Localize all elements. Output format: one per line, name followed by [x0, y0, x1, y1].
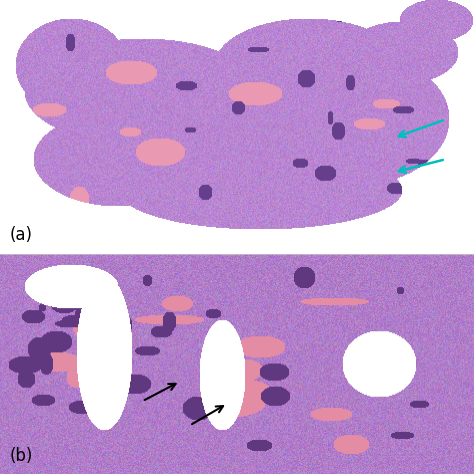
- Text: (b): (b): [9, 447, 33, 465]
- Text: (a): (a): [9, 226, 33, 244]
